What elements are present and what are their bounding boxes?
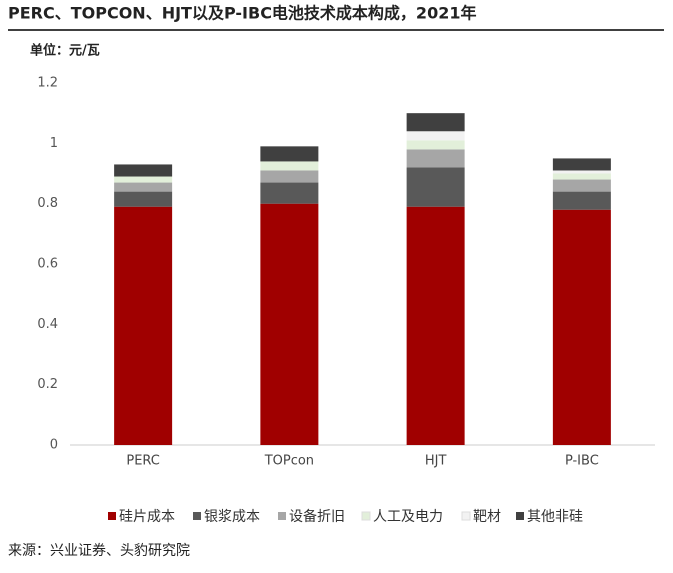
unit-label: 单位：元/瓦 — [30, 43, 100, 59]
bar-segment — [552, 209, 611, 445]
y-tick-label: 0 — [50, 438, 58, 453]
bar-segment — [552, 170, 611, 174]
bar-segment — [114, 191, 173, 207]
legend-swatch — [361, 511, 371, 521]
y-tick-label: 1.2 — [37, 76, 58, 91]
bar-segment — [552, 191, 611, 210]
bar-segment — [260, 146, 319, 162]
legend-label: 靶材 — [473, 509, 501, 525]
bar-segment — [406, 206, 465, 445]
legend-label: 银浆成本 — [204, 509, 260, 525]
x-tick-label: TOPcon — [264, 454, 314, 469]
legend-swatch — [461, 511, 471, 521]
x-tick-label: PERC — [126, 454, 160, 469]
bar-segment — [406, 149, 465, 168]
bar-segment — [406, 140, 465, 150]
legend-label: 人工及电力 — [373, 509, 443, 525]
bar-segment — [552, 173, 611, 180]
legend-swatch — [193, 512, 201, 520]
bar-segment — [552, 179, 611, 192]
bar-segment — [406, 131, 465, 141]
chart-title: PERC、TOPCON、HJT以及P-IBC电池技术成本构成，2021年 — [8, 4, 476, 23]
y-tick-label: 0.6 — [37, 257, 58, 272]
legend-swatch — [278, 512, 286, 520]
legend-label: 设备折旧 — [289, 508, 345, 525]
bar-segment — [114, 164, 173, 177]
bar-segment — [114, 206, 173, 445]
bar-segment — [114, 182, 173, 192]
y-tick-label: 0.8 — [37, 196, 58, 211]
bar-segment — [406, 113, 465, 132]
y-tick-label: 0.4 — [37, 317, 58, 332]
x-tick-label: P-IBC — [565, 454, 599, 469]
legend-swatch — [516, 512, 524, 520]
bar-segment — [260, 182, 319, 204]
source: 来源：兴业证券、头豹研究院 — [8, 543, 190, 559]
y-tick-label: 1 — [50, 136, 58, 151]
y-tick-label: 0.2 — [37, 377, 58, 392]
bar-segment — [406, 167, 465, 207]
bar-segment — [114, 176, 173, 183]
bar-segment — [260, 203, 319, 445]
bar-segment — [260, 161, 319, 171]
legend-swatch — [108, 512, 116, 520]
x-tick-label: HJT — [425, 454, 447, 469]
legend-label: 硅片成本 — [119, 509, 175, 525]
bar-segment — [552, 158, 611, 171]
legend-label: 其他非硅 — [527, 509, 583, 525]
bar-segment — [260, 170, 319, 183]
